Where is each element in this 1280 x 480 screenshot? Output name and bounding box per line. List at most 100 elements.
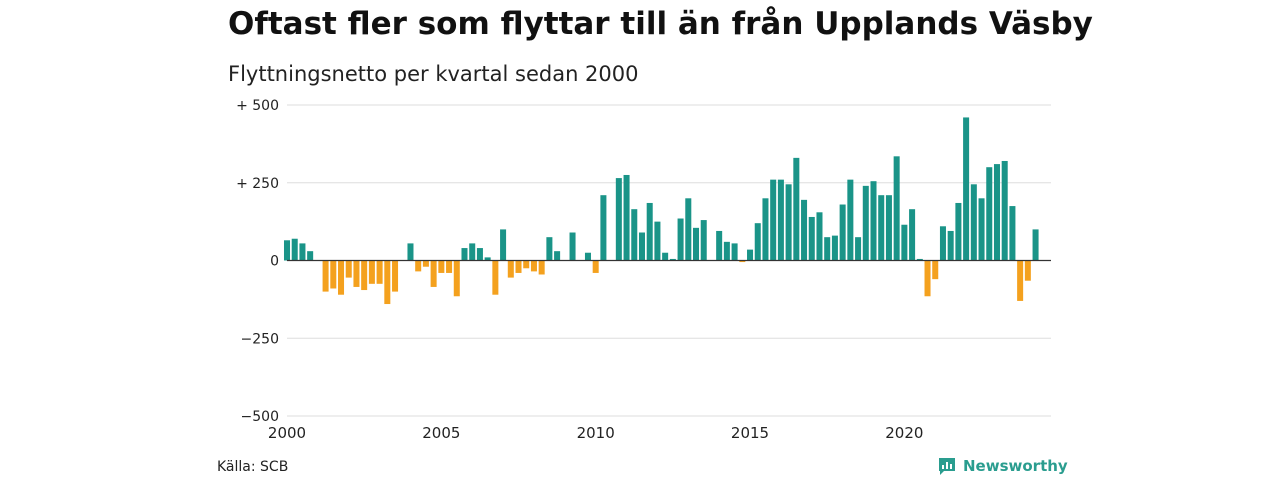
bar bbox=[1009, 206, 1016, 261]
bar bbox=[963, 117, 970, 261]
bar bbox=[623, 174, 630, 261]
bar bbox=[762, 198, 769, 261]
bar bbox=[376, 260, 383, 284]
bar bbox=[523, 260, 530, 269]
x-tick-label: 2000 bbox=[268, 424, 306, 442]
bar bbox=[693, 227, 700, 261]
bar bbox=[747, 249, 754, 261]
bar bbox=[330, 260, 337, 289]
y-tick-label: + 500 bbox=[236, 98, 279, 114]
bar bbox=[507, 260, 514, 278]
y-tick-label: + 250 bbox=[236, 176, 279, 192]
y-tick-label: −500 bbox=[241, 409, 279, 425]
bar bbox=[685, 198, 692, 261]
y-axis-tick-labels: + 500 + 250 0 −250 −500 bbox=[236, 98, 279, 425]
bar bbox=[855, 237, 862, 261]
bar bbox=[847, 179, 854, 261]
bar bbox=[638, 232, 645, 261]
bar bbox=[970, 184, 977, 261]
bar bbox=[461, 248, 468, 261]
bar bbox=[924, 260, 931, 297]
bar bbox=[646, 202, 653, 261]
brand-logo[interactable]: Newsworthy bbox=[937, 456, 1068, 476]
bar bbox=[438, 260, 445, 273]
bar bbox=[978, 198, 985, 261]
bar bbox=[592, 260, 599, 273]
bar bbox=[1024, 260, 1031, 281]
bar bbox=[299, 243, 306, 261]
bar bbox=[816, 212, 823, 261]
bar bbox=[1032, 229, 1039, 261]
bar bbox=[392, 260, 399, 292]
bar bbox=[384, 260, 391, 305]
bar bbox=[283, 240, 291, 261]
y-tick-label: 0 bbox=[270, 254, 279, 270]
bar bbox=[361, 260, 368, 291]
bar bbox=[484, 257, 491, 261]
x-tick-label: 2005 bbox=[422, 424, 460, 442]
bar bbox=[700, 220, 707, 261]
bar bbox=[739, 260, 746, 263]
bar bbox=[770, 179, 777, 261]
chart-title: Oftast fler som flyttar till än från Upp… bbox=[228, 6, 1093, 42]
chart-subtitle: Flyttningsnetto per kvartal sedan 2000 bbox=[228, 62, 639, 86]
bar bbox=[415, 260, 422, 272]
y-tick-label: −250 bbox=[241, 331, 279, 347]
bar bbox=[368, 260, 375, 284]
bar bbox=[600, 195, 607, 261]
bar-chart: + 500 + 250 0 −250 −500 2000 2005 2010 2015 2020 bbox=[236, 98, 1051, 442]
bar bbox=[307, 251, 314, 261]
bar bbox=[500, 229, 507, 261]
bar bbox=[754, 223, 761, 261]
bar bbox=[901, 224, 908, 261]
bar bbox=[546, 237, 553, 261]
bar bbox=[785, 184, 792, 261]
bar bbox=[515, 260, 522, 273]
bar bbox=[530, 260, 537, 272]
bar bbox=[476, 248, 483, 261]
bar bbox=[677, 218, 684, 261]
bar bbox=[939, 226, 946, 261]
bar bbox=[338, 260, 345, 295]
bar bbox=[446, 260, 453, 273]
bar bbox=[662, 252, 669, 261]
bar bbox=[870, 181, 877, 261]
bar bbox=[453, 260, 460, 297]
bar bbox=[731, 243, 738, 261]
x-tick-label: 2020 bbox=[885, 424, 923, 442]
bar bbox=[839, 204, 846, 261]
bar bbox=[345, 260, 352, 278]
brand-name: Newsworthy bbox=[963, 457, 1068, 475]
bar bbox=[716, 230, 723, 261]
bar bbox=[407, 243, 414, 261]
bar bbox=[993, 164, 1000, 261]
newsworthy-logo-icon bbox=[939, 458, 955, 475]
bar bbox=[469, 243, 476, 261]
x-tick-label: 2010 bbox=[577, 424, 615, 442]
bar bbox=[615, 178, 622, 261]
bar bbox=[1017, 260, 1024, 301]
bar bbox=[422, 260, 429, 267]
bar bbox=[538, 260, 545, 275]
bar bbox=[808, 216, 815, 261]
bar bbox=[862, 185, 869, 261]
bar bbox=[777, 179, 784, 261]
bar bbox=[554, 251, 561, 261]
bar bbox=[291, 238, 298, 261]
bar bbox=[793, 157, 800, 261]
bar bbox=[824, 237, 831, 261]
bar bbox=[801, 199, 808, 261]
bars bbox=[283, 117, 1039, 305]
bar bbox=[1001, 160, 1008, 261]
bar bbox=[631, 209, 638, 261]
bar bbox=[723, 241, 730, 261]
bar bbox=[909, 209, 916, 261]
bar bbox=[986, 167, 993, 261]
grid-lines bbox=[287, 104, 1051, 417]
bar bbox=[885, 195, 892, 261]
bar bbox=[492, 260, 499, 295]
bar bbox=[932, 260, 939, 280]
source-note: Källa: SCB bbox=[217, 459, 289, 475]
bar bbox=[878, 195, 885, 261]
bar bbox=[584, 252, 591, 261]
